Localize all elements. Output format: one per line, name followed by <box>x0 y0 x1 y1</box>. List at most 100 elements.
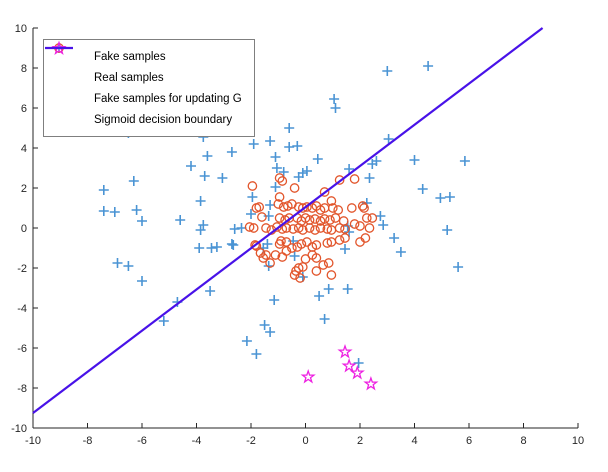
fake-sample-marker <box>195 196 206 206</box>
real-sample-marker <box>355 221 365 231</box>
real-sample-marker <box>334 235 345 245</box>
x-tick-label: -4 <box>192 435 202 447</box>
y-tick-label: 0 <box>21 223 27 235</box>
fake-sample-marker <box>205 286 216 296</box>
fake-sample-marker <box>342 284 353 294</box>
fake-sample-marker <box>435 193 446 203</box>
series-real-samples <box>244 173 378 283</box>
fake-sample-marker <box>423 61 434 71</box>
fake-sample-marker <box>137 216 147 226</box>
legend-label: Real samples <box>94 71 164 84</box>
real-sample-marker <box>318 260 329 270</box>
fake-sample-marker <box>371 156 382 166</box>
y-tick-label: -2 <box>17 263 27 275</box>
real-sample-marker <box>349 174 360 184</box>
fake-sample-marker <box>262 239 273 249</box>
y-tick-label: -4 <box>17 303 27 315</box>
axes: -10 -8 -6 -4 -2 0 2 4 6 8 10 -10 -8 -6 -4 -2 0 2 4 6 8 10 <box>11 23 584 447</box>
fake-sample-marker <box>270 152 281 162</box>
x-tick-label: 8 <box>520 435 526 447</box>
fake-sample-marker <box>395 247 406 257</box>
update-sample-marker <box>363 375 379 391</box>
update-sample-marker <box>337 343 353 359</box>
real-sample-marker <box>310 214 320 224</box>
x-tick-label: -10 <box>25 435 41 447</box>
fake-sample-marker <box>409 155 420 165</box>
real-sample-marker <box>255 248 266 258</box>
fake-sample-marker <box>364 173 375 183</box>
fake-sample-marker <box>375 211 386 221</box>
real-sample-marker <box>302 237 312 247</box>
fake-sample-marker <box>123 261 134 271</box>
real-sample-marker <box>278 202 289 212</box>
fake-sample-marker <box>453 262 464 272</box>
real-sample-marker <box>296 239 307 249</box>
fake-sample-marker <box>217 173 228 183</box>
fake-sample-marker <box>292 141 303 151</box>
fake-sample-marker <box>109 207 120 217</box>
x-tick-label: -8 <box>83 435 93 447</box>
fake-sample-marker <box>329 94 340 104</box>
real-sample-marker <box>261 250 271 260</box>
fake-sample-marker <box>314 291 325 301</box>
y-tick-label: 8 <box>21 63 27 75</box>
x-tick-label: 4 <box>411 435 417 447</box>
real-sample-marker <box>310 225 320 235</box>
real-sample-marker <box>288 224 299 234</box>
fake-sample-marker <box>270 182 281 192</box>
fake-sample-marker <box>236 223 247 233</box>
fake-sample-marker <box>269 295 280 305</box>
legend-entry: Sigmoid decision boundary <box>45 46 242 129</box>
real-sample-marker <box>340 233 350 243</box>
fake-sample-marker <box>195 225 206 235</box>
real-sample-marker <box>319 214 330 224</box>
fake-sample-marker <box>98 185 109 195</box>
real-sample-marker <box>291 266 301 276</box>
real-sample-marker <box>289 270 300 280</box>
fake-sample-marker <box>112 258 123 268</box>
real-sample-marker <box>295 273 305 283</box>
real-sample-marker <box>300 254 311 264</box>
legend-label: Sigmoid decision boundary <box>94 113 233 126</box>
decision-boundary-line <box>32 27 544 414</box>
real-sample-marker <box>319 187 330 197</box>
fake-sample-marker <box>265 327 276 337</box>
fake-sample-marker <box>248 139 259 149</box>
real-sample-marker <box>274 213 285 223</box>
fake-sample-marker <box>228 240 239 250</box>
x-tick-label: 10 <box>572 435 584 447</box>
legend: Fake samples Real samples Fake samples for… <box>43 39 255 137</box>
real-sample-marker <box>333 205 344 215</box>
y-tick-label: 10 <box>15 23 27 35</box>
fake-sample-marker <box>128 176 139 186</box>
real-sample-marker <box>247 181 258 191</box>
fake-sample-marker <box>265 200 276 210</box>
star-glyph <box>51 40 67 56</box>
legend-entry: Fake samples <box>50 43 242 66</box>
real-sample-marker <box>287 243 297 253</box>
fake-sample-marker <box>251 349 262 359</box>
update-sample-marker <box>341 357 357 373</box>
fake-sample-marker <box>353 358 364 368</box>
fake-sample-marker <box>263 261 274 271</box>
real-sample-marker <box>323 258 334 268</box>
fake-sample-marker <box>284 142 295 152</box>
real-sample-marker <box>330 213 341 223</box>
real-sample-marker <box>258 253 269 263</box>
real-sample-marker <box>361 213 372 223</box>
fake-sample-marker <box>378 220 389 230</box>
fake-sample-marker <box>444 192 455 202</box>
real-sample-marker <box>326 196 337 206</box>
fake-sample-marker <box>389 233 400 243</box>
y-tick-label: 6 <box>21 103 27 115</box>
real-sample-marker <box>281 246 292 256</box>
legend-entry: Real samples <box>50 43 242 87</box>
real-sample-marker <box>304 223 315 233</box>
real-sample-marker <box>248 223 259 233</box>
fake-sample-marker <box>259 320 270 330</box>
y-tick-label: -10 <box>11 423 27 435</box>
fake-sample-marker <box>194 243 205 253</box>
fake-sample-marker <box>323 284 334 294</box>
real-sample-marker <box>251 241 262 251</box>
real-sample-marker <box>334 223 345 233</box>
